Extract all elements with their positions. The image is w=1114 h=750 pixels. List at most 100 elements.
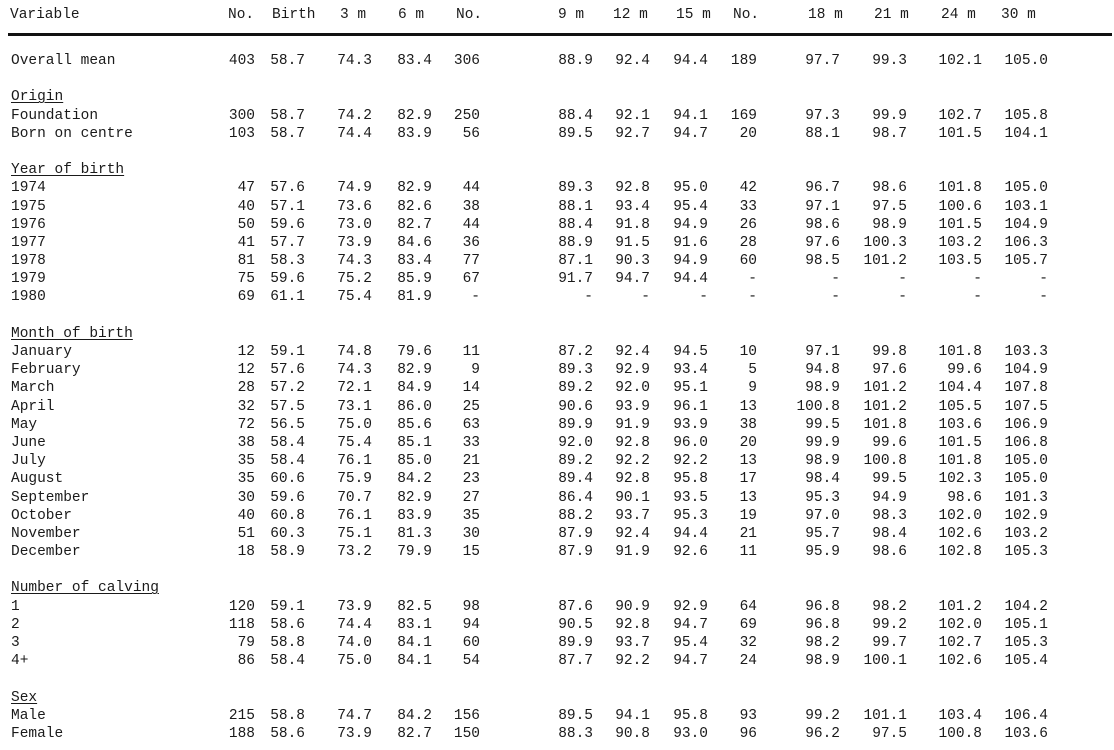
table-cell: 92.8 <box>615 616 650 633</box>
table-cell: 13 <box>739 453 757 470</box>
table-cell: 250 <box>453 107 480 124</box>
table-cell: 75.0 <box>337 416 372 433</box>
table-cell: 92.9 <box>615 362 650 379</box>
table-cell: 98.9 <box>872 216 907 233</box>
table-cell: 90.6 <box>558 398 593 415</box>
table-cell: 42 <box>739 180 757 197</box>
table-cell: 98 <box>462 598 480 615</box>
column-header: 30 m <box>1001 7 1036 23</box>
table-cell: 87.2 <box>558 344 593 360</box>
table-cell: 74.3 <box>337 362 372 379</box>
table-cell: 98.2 <box>805 635 840 651</box>
table-cell: 94.7 <box>673 125 708 142</box>
table-cell: 57.6 <box>270 180 305 197</box>
table-cell: 100.6 <box>938 198 982 215</box>
table-cell: 105.5 <box>938 398 982 415</box>
table-cell: 73.0 <box>337 216 372 233</box>
table-cell: 87.9 <box>558 525 593 542</box>
table-cell: 103.4 <box>938 707 982 724</box>
table-cell: 93.7 <box>615 507 650 524</box>
table-cell: 102.7 <box>938 635 982 651</box>
table-cell: 36 <box>462 234 480 251</box>
table-cell: - <box>1039 289 1048 306</box>
table-cell: 60.3 <box>270 525 305 542</box>
table-cell: 98.4 <box>805 471 840 488</box>
table-cell: 83.4 <box>397 53 432 69</box>
table-cell: 85.6 <box>397 416 432 433</box>
table-cell: 19 <box>739 507 757 524</box>
table-cell: 102.6 <box>938 653 982 670</box>
table-cell: 101.2 <box>938 598 982 615</box>
table-cell: 92.8 <box>615 434 650 451</box>
spacer <box>0 143 1114 161</box>
table-cell: 96.7 <box>805 180 840 197</box>
table-cell: 89.2 <box>558 453 593 470</box>
table-cell: 84.2 <box>397 707 432 724</box>
table-cell: 99.2 <box>872 616 907 633</box>
table-cell: 306 <box>453 53 480 69</box>
table-cell: 97.5 <box>872 198 907 215</box>
table-cell: 63 <box>462 416 480 433</box>
table-cell: 300 <box>228 107 255 124</box>
table-cell: 101.5 <box>938 125 982 142</box>
table-cell: 92.8 <box>615 180 650 197</box>
table-cell: - <box>973 271 982 288</box>
table-cell: 20 <box>739 125 757 142</box>
table-cell: 94.4 <box>673 53 708 69</box>
table-cell: 30 <box>237 489 255 506</box>
table-cell: 101.8 <box>863 416 907 433</box>
table-cell: 107.5 <box>1004 398 1048 415</box>
table-cell: 23 <box>462 471 480 488</box>
table-cell: 9 <box>471 362 480 379</box>
table-cell: 169 <box>730 107 757 124</box>
table-cell: 76.1 <box>337 507 372 524</box>
table-cell: 96 <box>739 725 757 742</box>
row-label: Born on centre <box>11 125 133 142</box>
table-cell: 93 <box>739 707 757 724</box>
table-row: October 40 60.8 76.1 83.9 35 88.2 93.7 95.3 19 97.… <box>0 507 1114 525</box>
table-cell: - <box>831 271 840 288</box>
table-cell: 94.9 <box>872 489 907 506</box>
table-cell: 99.7 <box>872 635 907 651</box>
table-row: January 12 59.1 74.8 79.6 11 87.2 92.4 94.5 10 97.… <box>0 343 1114 361</box>
table-cell: 9 <box>748 380 757 397</box>
table-cell: 92.4 <box>615 344 650 360</box>
table-cell: 30 <box>462 525 480 542</box>
table-cell: 96.2 <box>805 725 840 742</box>
table-cell: 103.6 <box>938 416 982 433</box>
row-label: January <box>11 344 72 360</box>
table-cell: 105.0 <box>1004 471 1048 488</box>
table-cell: 94.1 <box>673 107 708 124</box>
table-cell: 103.2 <box>1004 525 1048 542</box>
table-row: 1974 47 57.6 74.9 82.9 44 89.3 92.8 95.0 42 96.7 98… <box>0 179 1114 197</box>
table-cell: 90.8 <box>615 725 650 742</box>
table-cell: 79.9 <box>397 544 432 561</box>
table-cell: 100.1 <box>863 653 907 670</box>
header-rule <box>8 33 1112 36</box>
table-cell: 90.9 <box>615 598 650 615</box>
table-cell: 93.9 <box>673 416 708 433</box>
table-cell: 35 <box>462 507 480 524</box>
table-cell: 103.3 <box>1004 344 1048 360</box>
table-cell: 73.9 <box>337 725 372 742</box>
table-cell: 72 <box>237 416 255 433</box>
table-cell: 98.2 <box>872 598 907 615</box>
table-cell: 96.8 <box>805 598 840 615</box>
table-cell: 90.5 <box>558 616 593 633</box>
table-cell: 64 <box>739 598 757 615</box>
table-cell: 58.4 <box>270 653 305 670</box>
table-cell: 87.9 <box>558 544 593 561</box>
table-cell: 91.8 <box>615 216 650 233</box>
row-label: May <box>11 416 38 433</box>
table-cell: 87.1 <box>558 253 593 270</box>
table-cell: 57.7 <box>270 234 305 251</box>
table-cell: 101.2 <box>863 380 907 397</box>
table-cell: 101.1 <box>863 707 907 724</box>
table-cell: 67 <box>462 271 480 288</box>
table-cell: 97.1 <box>805 344 840 360</box>
table-cell: 86 <box>237 653 255 670</box>
table-cell: 103.2 <box>938 234 982 251</box>
table-cell: 96.1 <box>673 398 708 415</box>
table-cell: 87.6 <box>558 598 593 615</box>
table-cell: 59.6 <box>270 271 305 288</box>
